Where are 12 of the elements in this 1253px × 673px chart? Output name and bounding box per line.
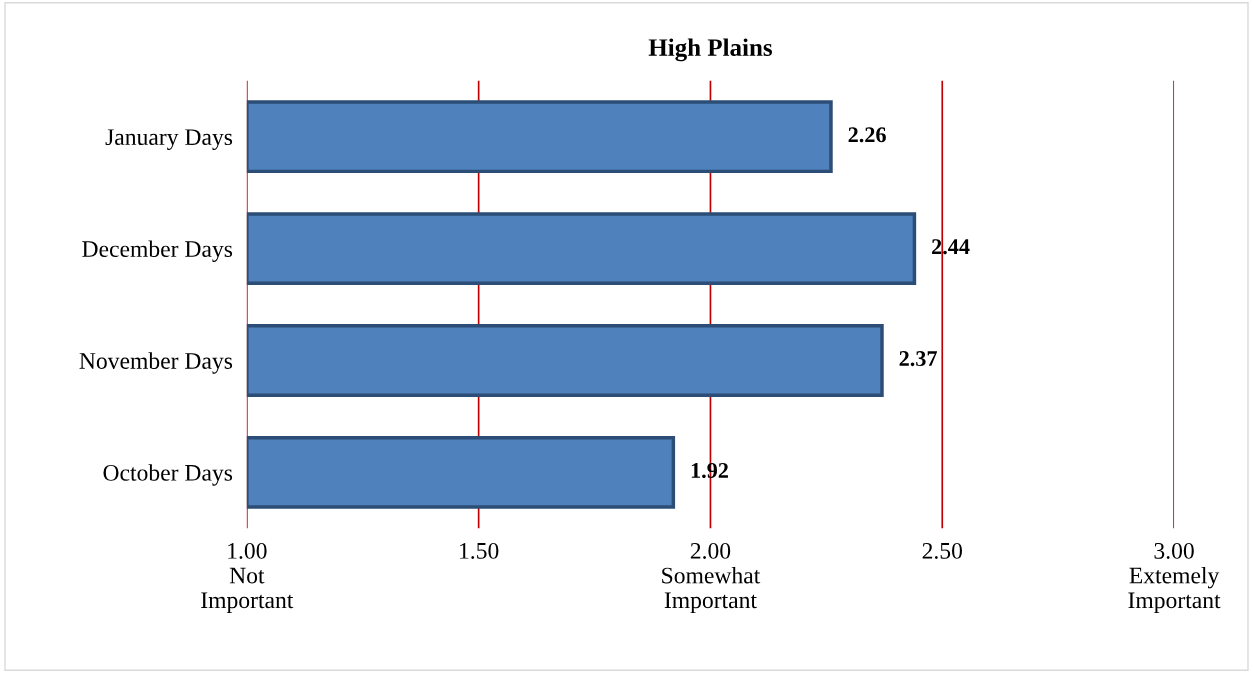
y-tick-label: January Days [105, 129, 233, 150]
y-tick-label: October Days [103, 464, 233, 486]
y-tick-label: December Days [82, 240, 233, 262]
data-label: 2.37 [899, 351, 937, 367]
x-tick-label: 3.00 Extemely Important [1128, 542, 1221, 614]
x-tick-label: 1.00 Not Important [201, 542, 294, 613]
x-tick-label: 2.00 Somewhat Important [662, 542, 761, 613]
data-label: 2.26 [848, 127, 886, 143]
y-tick-label: November Days [79, 352, 233, 374]
chart-title: High Plains [648, 38, 773, 62]
x-tick-label: 1.50 [460, 542, 499, 559]
x-tick-label: 2.50 [922, 542, 963, 559]
